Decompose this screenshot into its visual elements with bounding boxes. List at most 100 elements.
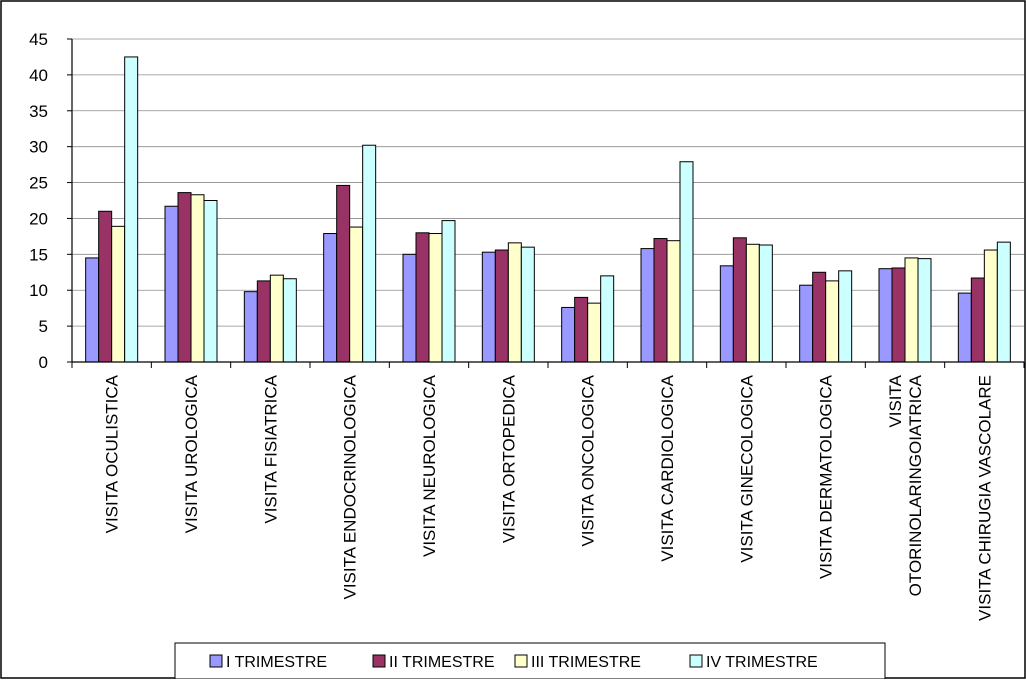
x-tick-label: VISITA FISIATRICA — [261, 374, 280, 523]
x-category-label: VISITA ONCOLOGICA — [579, 374, 598, 546]
bar-2-1 — [98, 210, 113, 363]
legend-item: I TRIMESTRE — [209, 654, 327, 671]
bar-4-3 — [282, 278, 297, 363]
y-tick-label: 40 — [29, 66, 48, 85]
bar-4-6 — [520, 246, 535, 363]
bar-4-5 — [441, 220, 456, 363]
x-category-label: VISITA OTORINOLARINGOIATRICA — [886, 374, 925, 596]
bar-4-8 — [679, 161, 694, 363]
axes — [67, 38, 1025, 368]
bar-2-11 — [891, 267, 906, 363]
x-category-label: VISITA CARDIOLOGICA — [658, 374, 677, 561]
bar-3-1 — [111, 225, 126, 363]
bar-3-10 — [825, 280, 840, 363]
legend-label: IV TRIMESTRE — [706, 654, 818, 671]
bar-1-12 — [957, 292, 972, 363]
bar-2-5 — [415, 232, 430, 363]
legend-item: II TRIMESTRE — [372, 654, 495, 671]
legend-label: II TRIMESTRE — [389, 654, 495, 671]
bar-3-12 — [983, 249, 998, 363]
bar-2-3 — [256, 280, 271, 363]
bar-4-12 — [996, 241, 1011, 363]
bar-1-3 — [243, 291, 258, 363]
bar-4-2 — [203, 200, 218, 363]
bar-1-11 — [878, 268, 893, 363]
bar-3-7 — [587, 302, 602, 363]
bar-3-2 — [190, 194, 205, 363]
bar-3-3 — [269, 274, 284, 363]
bar-4-9 — [758, 244, 773, 363]
x-tick-label: VISITA DERMATOLOGICA — [817, 374, 836, 579]
y-tick-label: 25 — [29, 174, 48, 193]
x-tick-label: VISITA ONCOLOGICA — [579, 374, 598, 546]
x-category-label: VISITA UROLOGICA — [182, 374, 201, 533]
y-tick-label: 5 — [39, 317, 48, 336]
bar-4-7 — [600, 275, 615, 363]
x-tick-label: VISITA CARDIOLOGICA — [658, 374, 677, 561]
x-tick-label: VISITA ENDOCRINOLOGICA — [341, 374, 360, 599]
y-tick-label: 30 — [29, 138, 48, 157]
bar-4-1 — [124, 56, 139, 363]
bar-3-6 — [507, 242, 522, 363]
bar-2-4 — [336, 184, 351, 363]
x-category-label: VISITA GINECOLOGICA — [737, 374, 756, 562]
x-category-label: VISITA ENDOCRINOLOGICA — [341, 374, 360, 599]
x-tick-label: VISITA — [886, 374, 905, 427]
x-tick-label: VISITA ORTOPEDICA — [499, 374, 518, 543]
bar-1-1 — [85, 257, 100, 363]
legend-swatch — [689, 654, 703, 668]
x-category-label: VISITA FISIATRICA — [261, 374, 280, 523]
x-tick-labels: VISITA OCULISTICA VISITA UROLOGICA VISITA … — [103, 374, 995, 621]
bar-2-8 — [653, 238, 668, 363]
x-tick-label: VISITA OCULISTICA — [103, 374, 122, 533]
bar-3-11 — [904, 257, 919, 363]
y-tick-labels: 0 5 10 15 20 25 30 35 40 45 — [29, 30, 48, 372]
bar-2-7 — [574, 296, 589, 363]
y-tick-label: 0 — [39, 353, 48, 372]
bar-3-5 — [428, 233, 443, 363]
x-category-label: VISITA ORTOPEDICA — [499, 374, 518, 543]
bar-3-4 — [349, 226, 364, 363]
x-tick-label: VISITA NEUROLOGICA — [420, 374, 439, 557]
y-tick-label: 15 — [29, 245, 48, 264]
x-category-label: VISITA DERMATOLOGICA — [817, 374, 836, 579]
legend-item: IV TRIMESTRE — [689, 654, 818, 671]
bar-3-9 — [745, 243, 760, 363]
y-tick-label: 45 — [29, 30, 48, 49]
x-tick-label: OTORINOLARINGOIATRICA — [906, 374, 925, 596]
legend-label: III TRIMESTRE — [531, 654, 641, 671]
y-tick-label: 10 — [29, 281, 48, 300]
bar-1-9 — [719, 265, 734, 363]
legend-swatch — [209, 654, 223, 668]
legend-swatch — [372, 654, 386, 668]
x-tick-label: VISITA GINECOLOGICA — [737, 374, 756, 562]
y-tick-label: 20 — [29, 209, 48, 228]
bar-2-6 — [494, 249, 509, 363]
bar-2-12 — [970, 277, 985, 363]
legend-box — [174, 642, 886, 680]
bar-4-10 — [838, 270, 853, 363]
y-tick-label: 35 — [29, 102, 48, 121]
x-category-label: VISITA OCULISTICA — [103, 374, 122, 533]
bar-1-6 — [481, 251, 496, 363]
bar-1-7 — [561, 306, 576, 363]
bar-1-4 — [323, 233, 338, 363]
x-tick-label: VISITA UROLOGICA — [182, 374, 201, 533]
x-category-label: VISITA NEUROLOGICA — [420, 374, 439, 557]
bar-4-11 — [917, 258, 932, 363]
gridlines — [72, 38, 1024, 327]
bar-2-9 — [732, 237, 747, 363]
bar-2-10 — [812, 271, 827, 363]
bar-3-8 — [666, 240, 681, 363]
bar-1-5 — [402, 253, 417, 363]
bar-1-10 — [799, 284, 814, 363]
x-category-label: VISITA CHIRUGIA VASCOLARE — [975, 375, 994, 621]
bar-1-2 — [164, 205, 179, 363]
legend: I TRIMESTRE II TRIMESTRE III TRIMESTRE IV T… — [174, 642, 886, 680]
bars — [85, 56, 1011, 363]
bar-1-8 — [640, 248, 655, 363]
legend-item: III TRIMESTRE — [514, 654, 641, 671]
bar-2-2 — [177, 192, 192, 363]
